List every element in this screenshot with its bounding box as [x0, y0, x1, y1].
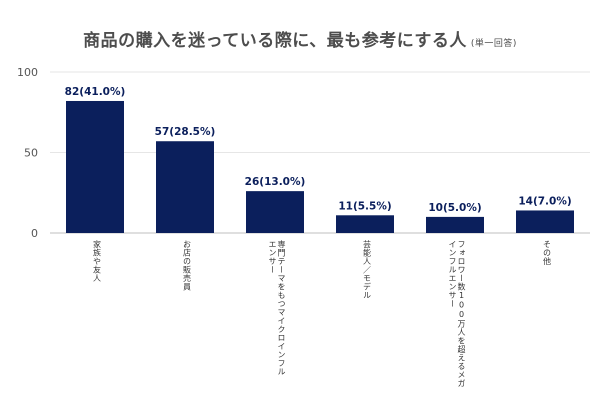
x-tick-label-line: お店の販売員 [182, 240, 192, 291]
x-tick-label-line: 専門テーマをもつマイクロインフル [277, 240, 286, 376]
chart-title-note: (単一回答) [470, 39, 517, 49]
chart-title-text: 商品の購入を迷っている際に、最も参考にする人 [83, 31, 467, 51]
bar [156, 141, 214, 233]
x-tick-label-line: 家族や友人 [92, 240, 102, 283]
x-tick-label: 芸能人／モデル [363, 240, 372, 395]
bar [246, 191, 304, 233]
x-tick-label: フォロワー数100万人を超えるメガ インフルエンサー [448, 240, 466, 395]
bar [426, 216, 484, 233]
data-label: 57(28.5%) [155, 126, 216, 138]
y-tick-label: 100 [17, 66, 38, 79]
bar [336, 215, 394, 233]
bar [66, 100, 124, 233]
x-tick-label: 家族や友人 [93, 240, 102, 395]
x-tick-label-line: インフルエンサー [448, 240, 457, 308]
data-label: 11(5.5%) [338, 200, 391, 212]
chart-title: 商品の購入を迷っている際に、最も参考にする人 (単一回答) [0, 26, 600, 51]
x-tick-label: 専門テーマをもつマイクロインフル エンサー [268, 240, 286, 395]
x-tick-label-line: フォロワー数100万人を超えるメガ [457, 240, 466, 388]
data-label: 82(41.0%) [65, 86, 126, 98]
data-label: 14(7.0%) [518, 195, 571, 207]
x-tick-label-line: その他 [542, 240, 552, 266]
x-tick-label-line: 芸能人／モデル [362, 240, 372, 300]
y-tick-label: 0 [31, 227, 38, 240]
x-tick-label: お店の販売員 [183, 240, 192, 395]
data-label: 10(5.0%) [428, 202, 481, 214]
bar [516, 210, 574, 233]
y-tick-label: 50 [24, 147, 38, 160]
x-tick-label: その他 [543, 240, 552, 395]
x-tick-label-line: エンサー [268, 240, 277, 274]
data-label: 26(13.0%) [245, 176, 306, 188]
